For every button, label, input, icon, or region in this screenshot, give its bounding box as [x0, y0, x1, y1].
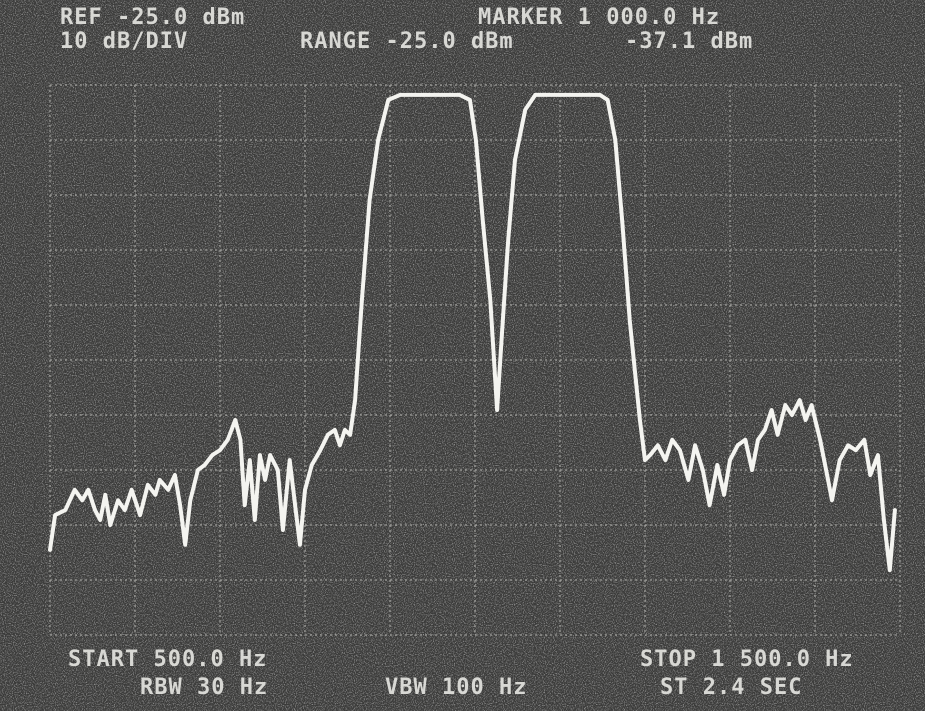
screen-annotation: RBW 30 Hz — [140, 675, 268, 700]
screen-grain — [0, 0, 925, 711]
screen-annotation: -37.1 dBm — [625, 29, 753, 54]
screen-annotation: RANGE -25.0 dBm — [300, 29, 514, 54]
screen-annotation: REF -25.0 dBm — [60, 5, 245, 30]
screen-annotation: MARKER 1 000.0 Hz — [478, 5, 720, 30]
screen-annotation: ST 2.4 SEC — [660, 675, 802, 700]
analyzer-screen: REF -25.0 dBm10 dB/DIV RANGE -25.0 dBmMAR… — [0, 0, 925, 711]
screen-annotation: 10 dB/DIV — [60, 29, 188, 54]
screen-annotation: START 500.0 Hz — [68, 647, 267, 672]
screen-annotation: VBW 100 Hz — [385, 675, 527, 700]
screen-annotation: STOP 1 500.0 Hz — [640, 647, 854, 672]
